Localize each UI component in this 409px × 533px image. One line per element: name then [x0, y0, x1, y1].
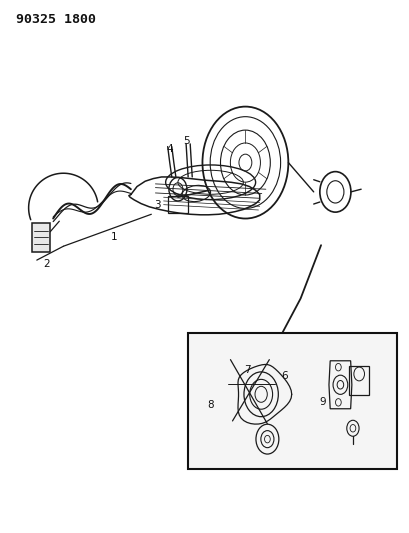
- Text: 4: 4: [166, 144, 173, 154]
- Text: 9: 9: [320, 398, 326, 407]
- Bar: [349, 366, 369, 395]
- Text: 5: 5: [183, 136, 189, 146]
- Text: 2: 2: [44, 259, 50, 269]
- Text: 6: 6: [281, 371, 288, 381]
- Bar: [168, 196, 188, 213]
- Bar: [32, 222, 50, 252]
- Text: 3: 3: [154, 200, 161, 210]
- Text: 8: 8: [207, 400, 214, 410]
- Text: 7: 7: [244, 366, 251, 375]
- Bar: [188, 333, 397, 469]
- Text: 90325 1800: 90325 1800: [16, 13, 97, 26]
- Text: 1: 1: [111, 232, 118, 242]
